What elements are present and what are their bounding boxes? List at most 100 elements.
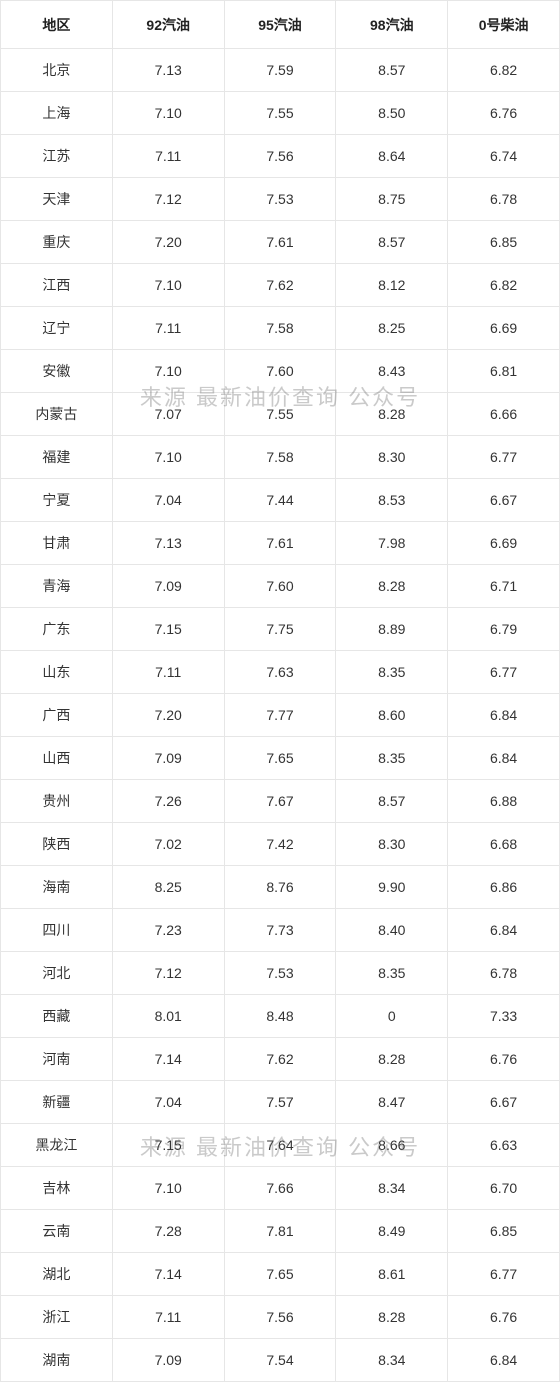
cell-value: 7.20: [112, 221, 224, 264]
cell-value: 7.73: [224, 909, 336, 952]
cell-value: 7.02: [112, 823, 224, 866]
cell-region: 北京: [1, 49, 113, 92]
cell-value: 9.90: [336, 866, 448, 909]
cell-value: 7.42: [224, 823, 336, 866]
cell-value: 8.75: [336, 178, 448, 221]
table-body: 北京7.137.598.576.82上海7.107.558.506.76江苏7.…: [1, 49, 560, 1382]
table-row: 江西7.107.628.126.82: [1, 264, 560, 307]
cell-value: 8.30: [336, 436, 448, 479]
cell-value: 8.34: [336, 1339, 448, 1382]
cell-value: 6.85: [448, 1210, 560, 1253]
cell-region: 西藏: [1, 995, 113, 1038]
table-row: 新疆7.047.578.476.67: [1, 1081, 560, 1124]
cell-value: 6.76: [448, 92, 560, 135]
table-row: 青海7.097.608.286.71: [1, 565, 560, 608]
cell-region: 上海: [1, 92, 113, 135]
cell-value: 6.88: [448, 780, 560, 823]
cell-value: 7.53: [224, 178, 336, 221]
cell-value: 6.77: [448, 651, 560, 694]
cell-value: 6.78: [448, 952, 560, 995]
cell-region: 天津: [1, 178, 113, 221]
table-row: 辽宁7.117.588.256.69: [1, 307, 560, 350]
table-row: 黑龙江7.157.648.666.63: [1, 1124, 560, 1167]
cell-region: 甘肃: [1, 522, 113, 565]
cell-value: 6.79: [448, 608, 560, 651]
cell-region: 新疆: [1, 1081, 113, 1124]
cell-value: 7.60: [224, 350, 336, 393]
cell-value: 6.84: [448, 1339, 560, 1382]
table-row: 广西7.207.778.606.84: [1, 694, 560, 737]
cell-value: 7.10: [112, 264, 224, 307]
cell-region: 湖南: [1, 1339, 113, 1382]
cell-value: 8.35: [336, 651, 448, 694]
cell-value: 8.35: [336, 952, 448, 995]
cell-value: 7.61: [224, 522, 336, 565]
cell-value: 6.82: [448, 49, 560, 92]
cell-region: 山西: [1, 737, 113, 780]
cell-value: 6.78: [448, 178, 560, 221]
col-header-95: 95汽油: [224, 1, 336, 49]
cell-value: 7.09: [112, 1339, 224, 1382]
cell-value: 7.56: [224, 135, 336, 178]
cell-region: 江西: [1, 264, 113, 307]
cell-value: 7.15: [112, 608, 224, 651]
table-row: 北京7.137.598.576.82: [1, 49, 560, 92]
cell-value: 8.28: [336, 565, 448, 608]
cell-value: 8.49: [336, 1210, 448, 1253]
cell-value: 7.14: [112, 1253, 224, 1296]
cell-value: 7.14: [112, 1038, 224, 1081]
cell-value: 7.58: [224, 307, 336, 350]
header-row: 地区 92汽油 95汽油 98汽油 0号柴油: [1, 1, 560, 49]
cell-value: 7.15: [112, 1124, 224, 1167]
cell-value: 7.12: [112, 952, 224, 995]
cell-value: 6.77: [448, 1253, 560, 1296]
cell-value: 6.81: [448, 350, 560, 393]
cell-value: 7.10: [112, 436, 224, 479]
cell-value: 7.61: [224, 221, 336, 264]
cell-region: 浙江: [1, 1296, 113, 1339]
table-row: 河北7.127.538.356.78: [1, 952, 560, 995]
cell-value: 8.53: [336, 479, 448, 522]
cell-value: 8.28: [336, 1296, 448, 1339]
cell-region: 重庆: [1, 221, 113, 264]
cell-value: 7.98: [336, 522, 448, 565]
table-head: 地区 92汽油 95汽油 98汽油 0号柴油: [1, 1, 560, 49]
cell-value: 7.77: [224, 694, 336, 737]
cell-value: 8.57: [336, 221, 448, 264]
cell-region: 广西: [1, 694, 113, 737]
cell-value: 7.13: [112, 522, 224, 565]
cell-value: 8.43: [336, 350, 448, 393]
col-header-92: 92汽油: [112, 1, 224, 49]
cell-value: 7.04: [112, 479, 224, 522]
cell-value: 6.85: [448, 221, 560, 264]
table-row: 江苏7.117.568.646.74: [1, 135, 560, 178]
cell-value: 7.07: [112, 393, 224, 436]
col-header-region: 地区: [1, 1, 113, 49]
cell-region: 青海: [1, 565, 113, 608]
table-row: 广东7.157.758.896.79: [1, 608, 560, 651]
table-row: 福建7.107.588.306.77: [1, 436, 560, 479]
cell-value: 7.55: [224, 92, 336, 135]
cell-value: 6.86: [448, 866, 560, 909]
table-row: 西藏8.018.4807.33: [1, 995, 560, 1038]
cell-region: 四川: [1, 909, 113, 952]
cell-value: 6.67: [448, 1081, 560, 1124]
table-row: 云南7.287.818.496.85: [1, 1210, 560, 1253]
table-row: 湖北7.147.658.616.77: [1, 1253, 560, 1296]
cell-region: 湖北: [1, 1253, 113, 1296]
cell-region: 辽宁: [1, 307, 113, 350]
table-row: 上海7.107.558.506.76: [1, 92, 560, 135]
cell-value: 8.01: [112, 995, 224, 1038]
cell-value: 6.84: [448, 909, 560, 952]
cell-value: 7.67: [224, 780, 336, 823]
cell-value: 8.66: [336, 1124, 448, 1167]
cell-value: 7.53: [224, 952, 336, 995]
cell-value: 7.65: [224, 737, 336, 780]
cell-value: 7.56: [224, 1296, 336, 1339]
cell-value: 8.34: [336, 1167, 448, 1210]
cell-value: 7.44: [224, 479, 336, 522]
cell-value: 7.54: [224, 1339, 336, 1382]
cell-value: 7.20: [112, 694, 224, 737]
cell-value: 7.63: [224, 651, 336, 694]
table-row: 安徽7.107.608.436.81: [1, 350, 560, 393]
